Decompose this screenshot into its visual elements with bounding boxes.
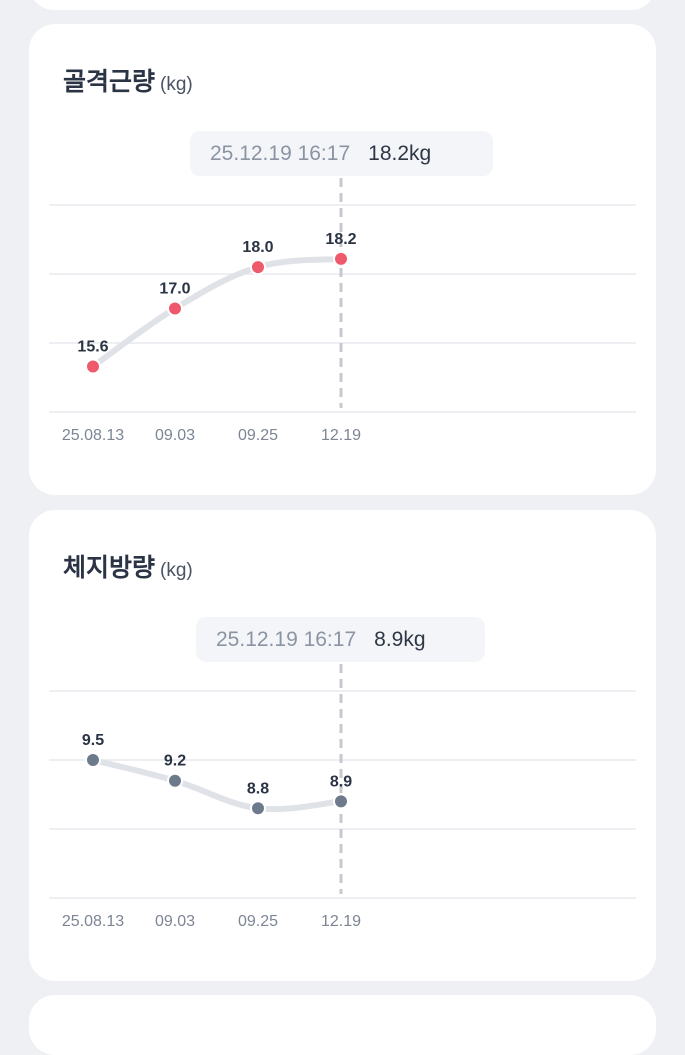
- data-label: 8.9: [330, 773, 352, 790]
- x-tick-label: 09.25: [238, 427, 278, 444]
- tooltip-value: 8.9kg: [374, 627, 426, 651]
- data-point[interactable]: [167, 300, 183, 317]
- muscle-mass-line-chart[interactable]: 15.6 25.08.13 17.0 09.03 18.0 09.25 18.2 12.19: [29, 174, 656, 464]
- data-label: 17.0: [159, 281, 190, 298]
- x-tick-label: 12.19: [321, 427, 361, 444]
- x-tick-label: 09.25: [238, 913, 278, 930]
- card-unit: (kg): [160, 560, 193, 581]
- previous-card: [29, 0, 656, 10]
- tooltip-date: 25.12.19 16:17: [216, 627, 357, 651]
- data-label: 9.5: [82, 732, 104, 749]
- body-fat-line-chart[interactable]: 9.5 25.08.13 9.2 09.03 8.8 09.25 8.9 12.19: [29, 660, 656, 950]
- selected-point-tooltip: 25.12.19 16:17 18.2kg: [190, 131, 493, 176]
- x-tick-label: 25.08.13: [62, 427, 124, 444]
- series-line: [90, 757, 344, 813]
- fat-title-row: 체지방량 (kg): [63, 548, 193, 584]
- data-point[interactable]: [85, 752, 101, 768]
- tooltip-date: 25.12.19 16:17: [210, 141, 351, 165]
- data-point[interactable]: [250, 800, 266, 817]
- x-tick-label: 09.03: [155, 427, 195, 444]
- data-label: 18.0: [242, 239, 273, 256]
- data-point[interactable]: [85, 358, 101, 375]
- card-unit: (kg): [160, 74, 193, 95]
- x-tick-label: 25.08.13: [62, 913, 124, 930]
- data-label: 18.2: [325, 231, 356, 248]
- card-title: 체지방량: [63, 554, 156, 582]
- data-point[interactable]: [333, 793, 349, 810]
- muscle-title-row: 골격근량 (kg): [63, 62, 193, 98]
- x-tick-label: 12.19: [321, 913, 361, 930]
- series-line: [90, 255, 344, 370]
- next-card: [29, 995, 656, 1055]
- card-title: 골격근량: [63, 68, 156, 96]
- x-tick-label: 09.03: [155, 913, 195, 930]
- data-label: 8.8: [247, 780, 269, 797]
- data-point[interactable]: [250, 259, 266, 276]
- tooltip-value: 18.2kg: [368, 141, 432, 165]
- data-point[interactable]: [167, 772, 183, 789]
- muscle-mass-card: 골격근량 (kg) 25.12.19 16:17 18.2kg 15.6 25.0…: [29, 24, 656, 495]
- data-label: 9.2: [164, 753, 186, 770]
- data-label: 15.6: [77, 338, 108, 355]
- body-fat-card: 체지방량 (kg) 25.12.19 16:17 8.9kg 9.5 25.08.…: [29, 510, 656, 981]
- data-point[interactable]: [333, 250, 349, 267]
- selected-point-tooltip: 25.12.19 16:17 8.9kg: [196, 617, 485, 662]
